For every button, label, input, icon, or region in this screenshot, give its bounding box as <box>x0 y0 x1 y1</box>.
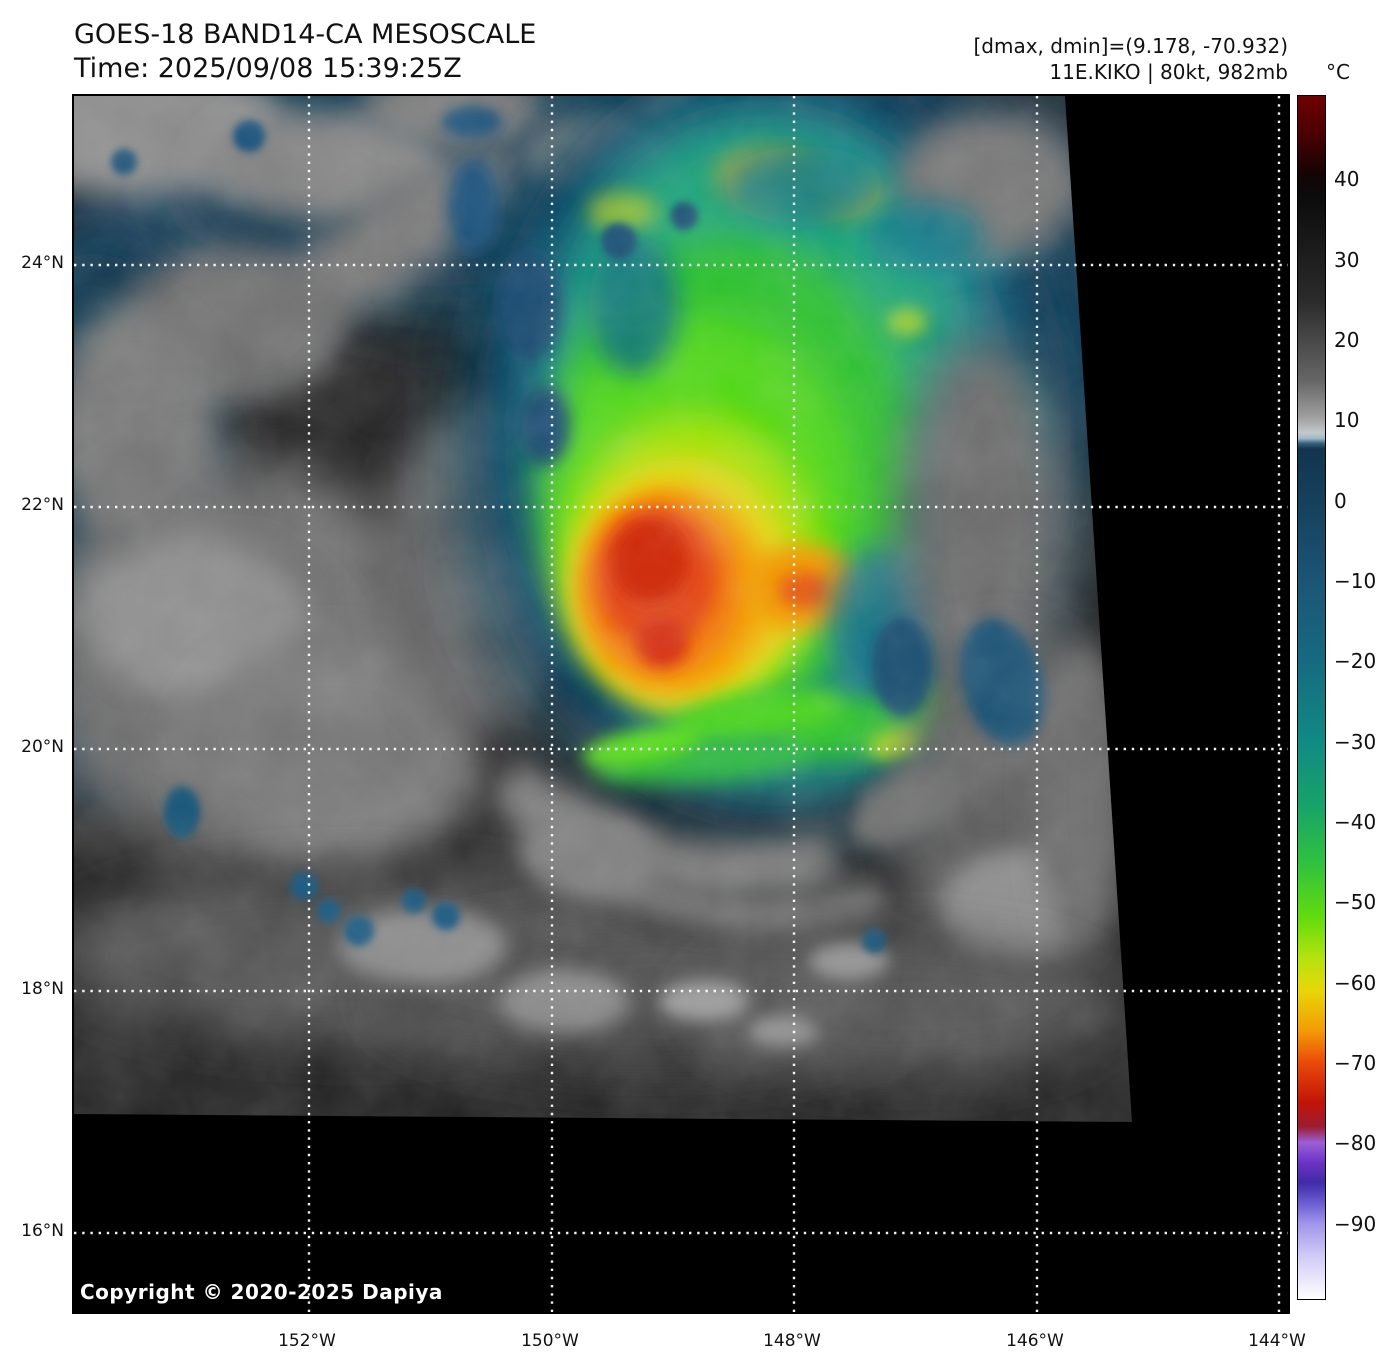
colorbar-tick-label: −60 <box>1334 970 1377 995</box>
figure-title: GOES-18 BAND14-CA MESOSCALE <box>74 19 537 50</box>
lat-label-22n: 22°N <box>21 495 64 515</box>
colorbar-tick-label: −90 <box>1334 1211 1377 1236</box>
colorbar-tick-label: −50 <box>1334 890 1377 915</box>
info-block: [dmax, dmin]=(9.178, -70.932) 11E.KIKO |… <box>973 33 1288 85</box>
copyright-watermark: Copyright © 2020-2025 Dapiya <box>80 1280 443 1304</box>
lat-label-24n: 24°N <box>21 253 64 273</box>
lon-label-148w: 148°W <box>763 1331 821 1351</box>
dmax-dmin-readout: [dmax, dmin]=(9.178, -70.932) <box>973 34 1288 58</box>
lon-label-152w: 152°W <box>278 1331 336 1351</box>
lon-label-150w: 150°W <box>521 1331 579 1351</box>
map-plot-area: Copyright © 2020-2025 Dapiya <box>72 94 1290 1314</box>
colorbar-tick-label: −20 <box>1334 649 1377 674</box>
lon-label-146w: 146°W <box>1006 1331 1064 1351</box>
colorbar-tick-label: 40 <box>1334 167 1360 192</box>
colorbar-tick-label: −40 <box>1334 810 1377 835</box>
colorbar-tick-label: −70 <box>1334 1051 1377 1076</box>
lat-label-20n: 20°N <box>21 737 64 757</box>
colorbar-tick-label: 10 <box>1334 408 1360 433</box>
colorbar-tick-label: −10 <box>1334 569 1377 594</box>
latlon-gridlines <box>74 96 1288 1312</box>
colorbar-tick-label: 20 <box>1334 328 1360 353</box>
lat-label-16n: 16°N <box>21 1221 64 1241</box>
colorbar-gradient <box>1297 95 1326 1300</box>
storm-readout: 11E.KIKO | 80kt, 982mb <box>1049 60 1288 84</box>
colorbar-tick-label: 0 <box>1334 488 1347 513</box>
title-block: GOES-18 BAND14-CA MESOSCALE Time: 2025/0… <box>74 18 536 86</box>
colorbar: 40 30 20 10 0 −10 −20 −30 −40 −50 −60 −7… <box>1297 95 1376 1300</box>
colorbar-unit-label: °C <box>1326 60 1350 84</box>
colorbar-tick-label: −30 <box>1334 729 1377 754</box>
lon-label-144w: 144°W <box>1248 1331 1306 1351</box>
satellite-image <box>74 96 1132 1122</box>
figure-subtitle: Time: 2025/09/08 15:39:25Z <box>74 53 462 84</box>
lat-label-18n: 18°N <box>21 979 64 999</box>
colorbar-tick-label: 30 <box>1334 247 1360 272</box>
colorbar-tick-label: −80 <box>1334 1131 1377 1156</box>
